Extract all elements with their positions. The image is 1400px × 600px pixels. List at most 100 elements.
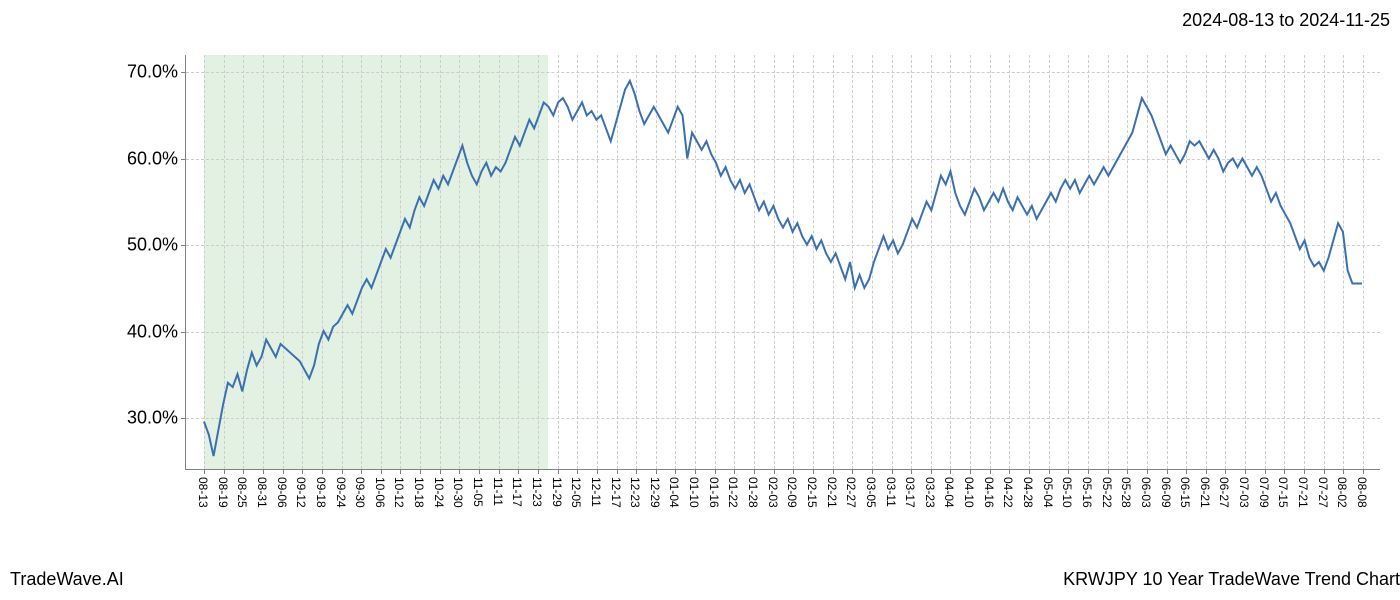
x-tick-mark [774,469,775,474]
x-tick-mark [656,469,657,474]
x-tick-mark [911,469,912,474]
x-tick-mark [852,469,853,474]
y-tick-mark [181,72,186,73]
plot-area [185,55,1380,470]
x-tick-mark [1186,469,1187,474]
x-tick-mark [577,469,578,474]
y-axis-label: 50.0% [127,235,178,256]
x-tick-mark [1009,469,1010,474]
x-tick-mark [931,469,932,474]
x-axis-label: 03-11 [884,477,898,507]
x-axis-label: 07-21 [1296,477,1310,508]
x-axis-label: 02-09 [785,477,799,508]
x-tick-mark [695,469,696,474]
x-axis-label: 12-17 [609,477,623,508]
x-axis-label: 07-03 [1237,477,1251,508]
x-tick-mark [754,469,755,474]
x-tick-mark [1363,469,1364,474]
x-axis-label: 10-06 [373,477,387,508]
x-axis-label: 06-03 [1139,477,1153,508]
x-tick-mark [420,469,421,474]
x-axis-label: 08-13 [196,477,210,508]
x-axis-label: 11-11 [491,477,505,506]
x-tick-mark [1108,469,1109,474]
x-tick-mark [1304,469,1305,474]
x-tick-mark [1245,469,1246,474]
x-axis-label: 03-05 [864,477,878,508]
x-tick-mark [813,469,814,474]
x-tick-mark [597,469,598,474]
x-tick-mark [1343,469,1344,474]
chart-container: 08-1308-1908-2508-3109-0609-1209-1809-24… [185,55,1380,470]
y-axis-label: 70.0% [127,62,178,83]
x-tick-mark [1265,469,1266,474]
x-axis-label: 09-06 [275,477,289,508]
x-tick-mark [1068,469,1069,474]
x-axis-label: 10-18 [412,477,426,508]
x-tick-mark [833,469,834,474]
x-tick-mark [479,469,480,474]
y-axis-label: 60.0% [127,148,178,169]
x-axis-label: 11-23 [530,477,544,507]
x-axis-label: 04-04 [942,477,956,508]
x-axis-label: 07-27 [1316,477,1330,508]
x-axis-label: 05-04 [1041,477,1055,508]
x-axis-label: 03-23 [923,477,937,508]
x-axis-label: 08-19 [216,477,230,508]
x-axis-label: 02-21 [825,477,839,508]
x-tick-mark [1167,469,1168,474]
x-axis-label: 07-09 [1257,477,1271,508]
x-axis-label: 08-02 [1335,477,1349,508]
x-tick-mark [970,469,971,474]
x-tick-mark [872,469,873,474]
x-axis-label: 04-16 [982,477,996,508]
x-tick-mark [892,469,893,474]
x-tick-mark [499,469,500,474]
x-axis-label: 12-29 [648,477,662,508]
x-tick-mark [715,469,716,474]
x-axis-label: 01-04 [667,477,681,508]
x-axis-label: 05-22 [1100,477,1114,508]
x-axis-label: 02-03 [766,477,780,508]
x-tick-mark [675,469,676,474]
x-tick-mark [636,469,637,474]
x-axis-label: 10-12 [392,477,406,508]
x-axis-label: 10-30 [451,477,465,508]
y-axis-label: 40.0% [127,321,178,342]
x-axis-label: 01-16 [707,477,721,508]
x-tick-mark [734,469,735,474]
x-axis-label: 09-30 [353,477,367,508]
x-axis-label: 08-08 [1355,477,1369,508]
trend-line [186,55,1380,469]
x-axis-label: 09-24 [334,477,348,508]
x-tick-mark [1284,469,1285,474]
x-axis-label: 12-11 [589,477,603,507]
x-tick-mark [1088,469,1089,474]
x-tick-mark [1127,469,1128,474]
x-tick-mark [617,469,618,474]
x-axis-label: 06-15 [1178,477,1192,508]
x-axis-label: 01-22 [726,477,740,508]
x-axis-label: 11-17 [510,477,524,507]
footer-brand: TradeWave.AI [10,569,124,590]
x-axis-label: 04-28 [1021,477,1035,508]
x-axis-label: 06-09 [1159,477,1173,508]
y-tick-mark [181,332,186,333]
x-axis-label: 02-15 [805,477,819,508]
x-axis-label: 07-15 [1276,477,1290,508]
x-tick-mark [204,469,205,474]
x-tick-mark [440,469,441,474]
x-tick-mark [361,469,362,474]
y-tick-mark [181,159,186,160]
x-axis-label: 09-18 [314,477,328,508]
x-axis-label: 08-31 [255,477,269,508]
chart-title: KRWJPY 10 Year TradeWave Trend Chart [1063,569,1400,590]
x-axis-label: 06-21 [1198,477,1212,508]
x-tick-mark [243,469,244,474]
x-axis-label: 05-16 [1080,477,1094,508]
x-tick-mark [1147,469,1148,474]
x-axis-label: 08-25 [235,477,249,508]
x-axis-label: 01-28 [746,477,760,508]
x-axis-label: 04-10 [962,477,976,508]
x-tick-mark [1324,469,1325,474]
